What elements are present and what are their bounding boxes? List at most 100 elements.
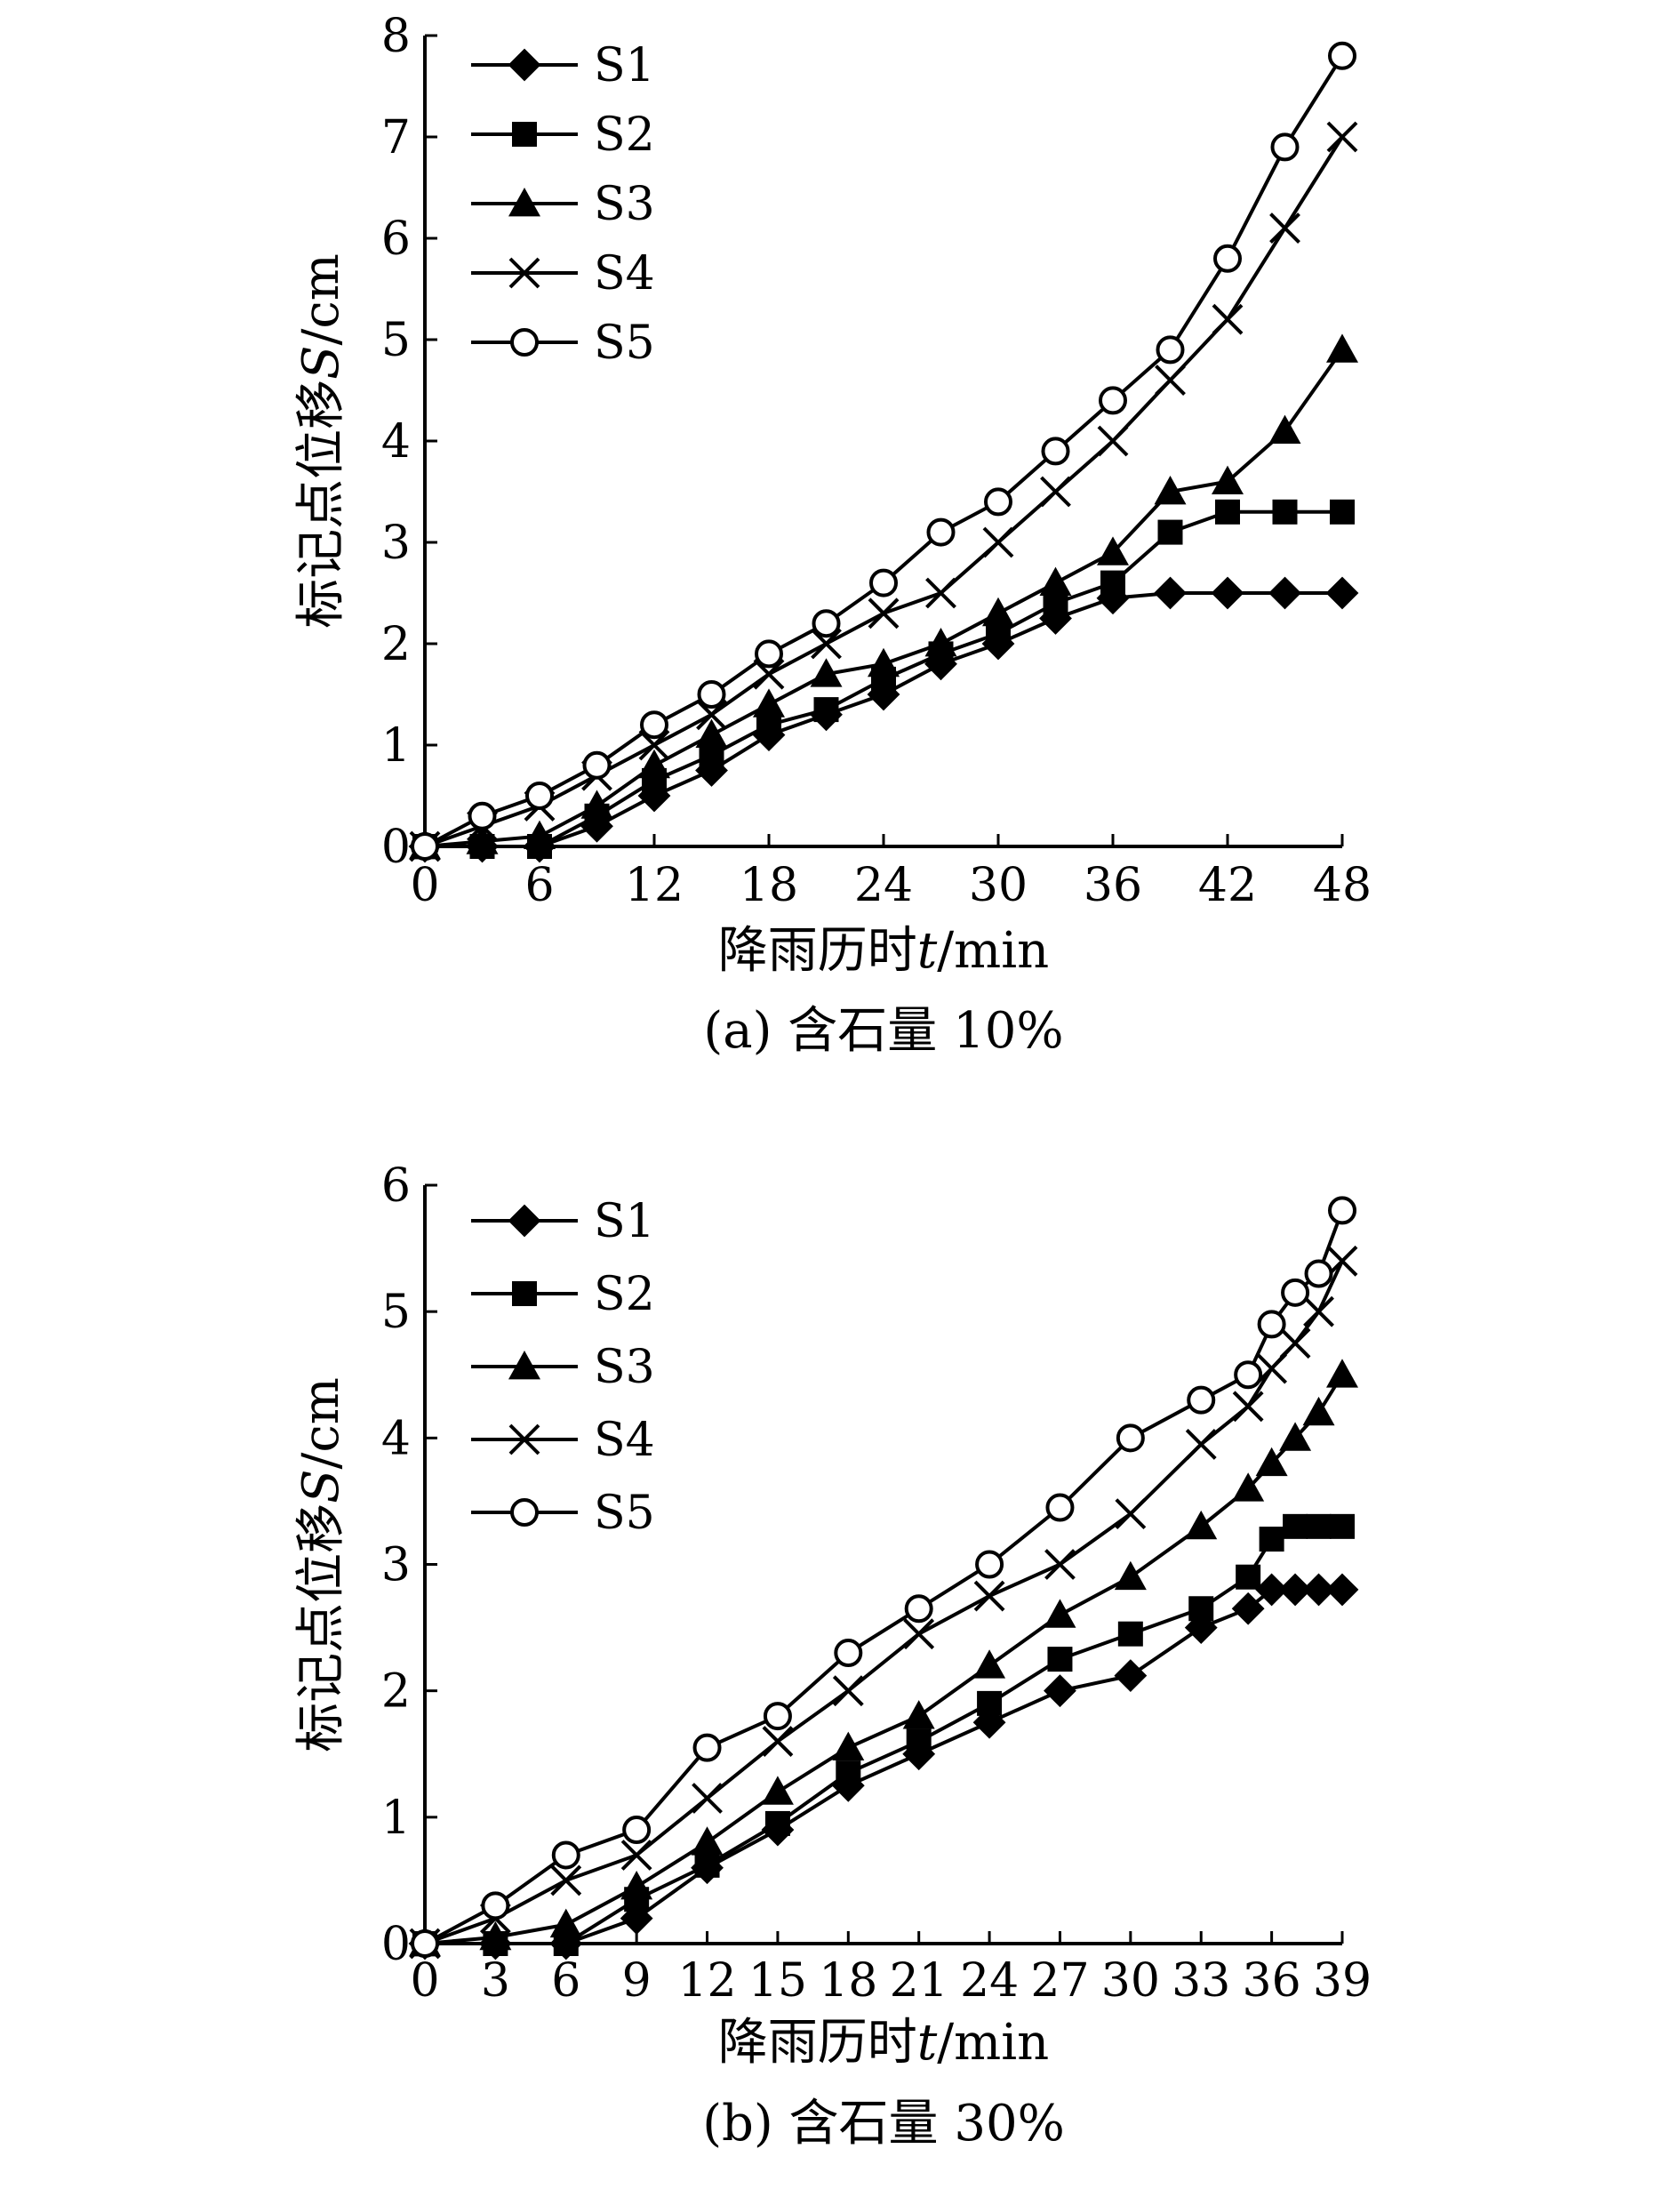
data-point-S3 — [1097, 536, 1129, 565]
data-point-S5 — [1156, 335, 1185, 365]
legend-item-S4: S4 — [471, 247, 655, 301]
legend-marker-S5 — [510, 1498, 539, 1527]
data-point-S4 — [811, 628, 842, 660]
legend-item-S1: S1 — [471, 39, 655, 92]
data-point-S5 — [640, 710, 668, 740]
data-point-S5 — [481, 1891, 510, 1920]
x-axis-title-unit: /min — [937, 2014, 1049, 2072]
y-tick-label: 6 — [381, 212, 411, 266]
x-tick-label: 21 — [890, 1954, 948, 2008]
x-tick-label: 3 — [481, 1954, 510, 2008]
data-point-S3 — [1326, 333, 1358, 363]
data-point-S2 — [1157, 519, 1183, 545]
x-axis-title: 降雨历时t/min — [718, 2014, 1049, 2072]
legend-label: S1 — [594, 39, 655, 92]
x-tick-label: 42 — [1198, 859, 1257, 912]
data-point-S4 — [1232, 1391, 1264, 1423]
series-S2 — [412, 1513, 1355, 1956]
data-point-S4 — [1212, 303, 1244, 335]
data-point-S3 — [902, 1700, 935, 1729]
y-axis-title-unit: /cm — [292, 1377, 350, 1469]
data-point-S5 — [697, 680, 726, 709]
legend-label: S5 — [594, 317, 655, 370]
data-point-S5 — [1281, 1278, 1310, 1307]
data-point-S4 — [1040, 476, 1071, 508]
legend-marker-S2 — [512, 122, 537, 147]
data-point-S3 — [973, 1649, 1006, 1679]
data-point-S4 — [925, 577, 956, 609]
x-tick-label: 18 — [819, 1954, 877, 2008]
legend-label: S1 — [594, 1195, 655, 1248]
y-tick-label: 3 — [381, 1539, 411, 1592]
data-point-S5 — [1213, 244, 1242, 273]
data-point-S5 — [1328, 41, 1356, 70]
data-point-S3 — [1154, 476, 1187, 505]
x-tick-label: 6 — [524, 859, 554, 912]
series-S2 — [412, 499, 1355, 859]
data-point-S2 — [1236, 1564, 1261, 1590]
data-point-S3 — [620, 1871, 653, 1900]
legend-label: S2 — [594, 1268, 655, 1321]
data-point-S4 — [638, 729, 670, 761]
data-point-S5 — [468, 801, 497, 830]
figure-caption: (a) 含石量 10% — [703, 1002, 1063, 1060]
legend-marker-S1 — [508, 48, 541, 82]
data-point-S4 — [696, 699, 727, 731]
data-point-S1 — [1278, 1573, 1312, 1607]
data-point-S2 — [1259, 1527, 1284, 1552]
data-point-S3 — [1212, 465, 1244, 494]
x-axis-title-variable: t — [917, 2014, 938, 2072]
data-point-S1 — [1154, 576, 1187, 610]
data-point-S3 — [691, 1826, 724, 1856]
legend-item-S3: S3 — [471, 1341, 655, 1394]
data-point-S5 — [755, 639, 783, 669]
data-point-S4 — [903, 1618, 935, 1650]
y-tick-label: 5 — [381, 314, 411, 367]
data-point-S5 — [812, 609, 841, 638]
series-S5 — [411, 1196, 1356, 1958]
data-point-S4 — [1303, 1295, 1334, 1327]
data-point-S3 — [1044, 1599, 1076, 1628]
data-point-S2 — [1272, 499, 1298, 525]
data-point-S4 — [620, 1840, 652, 1871]
data-point-S3 — [1255, 1447, 1288, 1477]
legend-marker-S3 — [508, 1351, 540, 1380]
y-axis-title: 标记点位移S/cm — [292, 1377, 350, 1752]
data-point-S3 — [580, 790, 613, 819]
y-tick-label: 2 — [381, 618, 411, 671]
data-point-S1 — [1044, 1674, 1076, 1708]
data-point-S4 — [1256, 1352, 1288, 1384]
x-tick-label: 24 — [960, 1954, 1019, 2008]
data-point-S2 — [1047, 1647, 1073, 1672]
data-point-S1 — [1268, 576, 1301, 610]
data-point-S3 — [810, 658, 843, 687]
data-point-S4 — [1279, 1327, 1311, 1359]
data-point-S2 — [813, 697, 839, 723]
x-axis-title-variable: t — [917, 922, 938, 980]
data-point-S5 — [1099, 386, 1127, 415]
data-point-S5 — [904, 1594, 933, 1624]
legend-item-S3: S3 — [471, 178, 655, 231]
data-point-S5 — [1234, 1360, 1263, 1390]
data-point-S5 — [1045, 1493, 1075, 1522]
data-point-S3 — [924, 628, 957, 657]
x-tick-label: 0 — [410, 859, 439, 912]
data-point-S3 — [1279, 1422, 1312, 1451]
y-tick-label: 3 — [381, 517, 411, 570]
x-tick-label: 6 — [551, 1954, 580, 2008]
series-S5 — [411, 41, 1356, 861]
data-point-S4 — [1326, 121, 1358, 153]
data-point-S3 — [479, 1920, 512, 1951]
data-point-S4 — [1185, 1429, 1217, 1460]
data-point-S1 — [1211, 576, 1244, 610]
data-point-S4 — [1326, 1245, 1358, 1277]
data-point-S5 — [984, 487, 1012, 517]
series-line-S4 — [424, 135, 1344, 848]
data-point-S4 — [868, 597, 900, 629]
data-point-S5 — [411, 1929, 439, 1958]
legend-item-S4: S4 — [471, 1414, 655, 1467]
legend-label: S3 — [594, 178, 655, 231]
x-tick-label: 12 — [625, 859, 684, 912]
